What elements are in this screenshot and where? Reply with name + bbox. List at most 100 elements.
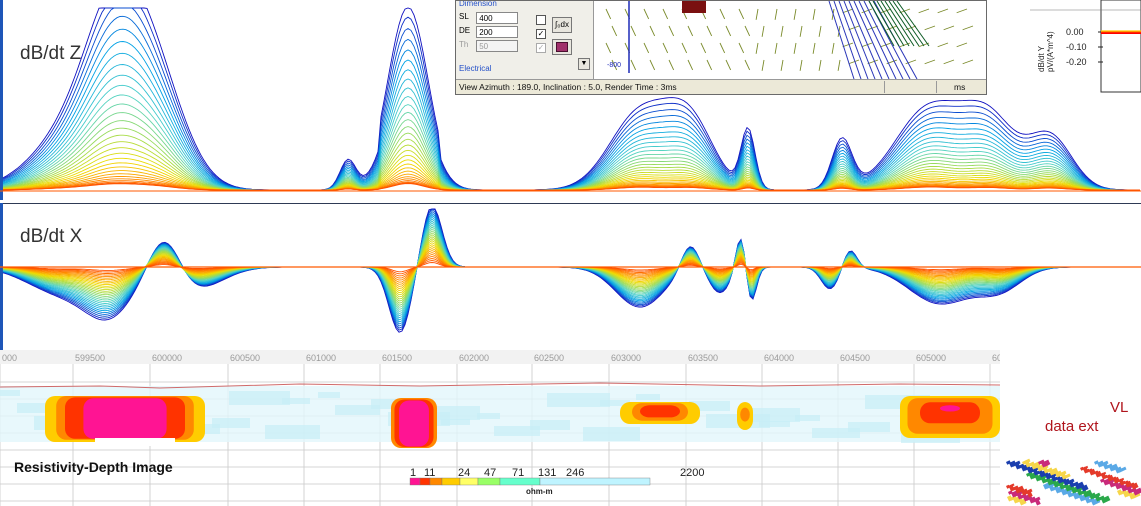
- status-separator: [936, 81, 937, 93]
- thumbnail-pixel: [1133, 487, 1141, 496]
- field-vector: [681, 42, 688, 54]
- field-vector: [630, 25, 637, 37]
- thumbnail-pixel: [1100, 478, 1105, 483]
- dbdt-x-label: dB/dt X: [20, 226, 83, 247]
- thumbnail-pixel: [1068, 486, 1073, 491]
- field-vector: [774, 42, 778, 54]
- thumbnail-pixel: [1086, 467, 1093, 473]
- integrate-button[interactable]: ∫₀dx: [552, 17, 572, 33]
- de-input[interactable]: [476, 26, 519, 38]
- thumbnail-pixel: [1120, 474, 1125, 479]
- thumbnail-pixel: [1020, 493, 1027, 499]
- resistivity-map-thumbnail: [1006, 458, 1141, 506]
- resistivity-depth-label: Resistivity-Depth Image: [14, 459, 173, 475]
- book-button[interactable]: [552, 39, 572, 55]
- source-loop: [682, 1, 706, 13]
- sl-input[interactable]: [476, 12, 519, 24]
- field-line: [876, 1, 905, 47]
- field-vector: [725, 59, 732, 71]
- dbdt-z-curve: [2, 183, 1140, 191]
- field-line: [838, 1, 869, 79]
- mini-plot-tick: 0.00: [1066, 27, 1084, 37]
- easting-tick: 601500: [382, 353, 412, 363]
- easting-tick: 601000: [306, 353, 336, 363]
- field-vector: [943, 25, 955, 31]
- field-vector: [899, 42, 911, 48]
- thumbnail-pixel: [1092, 470, 1097, 475]
- field-line: [848, 1, 883, 79]
- easting-tick: 604500: [840, 353, 870, 363]
- colorbar-tick: 24: [458, 467, 470, 479]
- colorbar-swatch: [477, 477, 501, 486]
- dbdt-z-plot: [0, 7, 1141, 192]
- book-icon: [556, 42, 568, 52]
- thumbnail-pixel: [1042, 472, 1047, 477]
- thumbnail-pixel: [1044, 462, 1049, 467]
- easting-tick: 603500: [688, 353, 718, 363]
- vector-field-view[interactable]: -800: [594, 1, 986, 79]
- thumbnail-pixel: [1075, 499, 1081, 506]
- thumbnail-pixel: [1066, 496, 1071, 501]
- colorbar-swatch: [429, 477, 443, 486]
- thumbnail-pixel: [1016, 498, 1021, 503]
- background-resistivity: [212, 418, 250, 428]
- thumbnail-pixel: [1028, 461, 1035, 467]
- easting-tick: 599500: [75, 353, 105, 363]
- resistivity-anomaly: [640, 405, 680, 418]
- easting-tick: 000: [2, 353, 17, 363]
- field-vector: [943, 59, 955, 65]
- thumbnail-pixel: [1086, 492, 1091, 497]
- colorbar-swatch: [441, 477, 461, 486]
- field-vector: [956, 42, 968, 48]
- field-vector: [848, 59, 860, 65]
- background-resistivity: [547, 393, 610, 407]
- thumbnail-pixel: [1080, 489, 1087, 495]
- panel-divider: [0, 203, 1141, 204]
- easting-tick: 600000: [152, 353, 182, 363]
- field-vector: [774, 8, 778, 20]
- field-vector: [643, 8, 650, 20]
- thumbnail-pixel: [1078, 459, 1085, 465]
- th-checkbox[interactable]: ✓: [536, 43, 546, 53]
- easting-tick: 602500: [534, 353, 564, 363]
- de-checkbox[interactable]: ✓: [536, 29, 546, 39]
- field-vector: [962, 59, 974, 65]
- colorbar-tick: 11: [424, 467, 435, 479]
- thumbnail-pixel: [1012, 485, 1019, 491]
- thumbnail-pixel: [1112, 481, 1119, 487]
- status-separator: [884, 81, 885, 93]
- field-vector: [924, 25, 936, 31]
- colorbar-tick: 1: [410, 467, 416, 479]
- field-vector: [725, 25, 732, 37]
- resistivity-blank: [95, 438, 175, 446]
- colorbar-tick: 47: [484, 467, 496, 479]
- field-vector: [706, 25, 713, 37]
- field-vector: [755, 8, 759, 20]
- thumbnail-pixel: [1098, 495, 1105, 501]
- field-vector: [700, 42, 707, 54]
- thumbnail-pixel: [1132, 477, 1139, 483]
- thumbnail-pixel: [1110, 476, 1115, 481]
- field-line: [858, 1, 897, 79]
- background-resistivity: [477, 413, 500, 419]
- dbdt-z-curve: [2, 7, 1140, 191]
- thumbnail-pixel: [1008, 490, 1013, 495]
- param-key-th: Th: [459, 40, 469, 49]
- field-vector: [837, 59, 841, 71]
- th-input[interactable]: [476, 40, 519, 52]
- background-resistivity: [494, 426, 540, 436]
- thumbnail-pixel: [1126, 474, 1135, 481]
- thumbnail-pixel: [1128, 482, 1133, 487]
- background-resistivity: [441, 419, 470, 425]
- scroll-down-button[interactable]: ▼: [578, 58, 590, 70]
- field-vector: [761, 59, 765, 71]
- field-vector: [719, 42, 726, 54]
- background-resistivity: [689, 401, 730, 411]
- inset-3d-window[interactable]: Dimension SL DE Th ✓ ✓ ∫₀dx Electrical ▼…: [455, 0, 987, 95]
- background-resistivity: [759, 421, 790, 427]
- thumbnail-pixel: [1022, 458, 1031, 465]
- background-resistivity: [600, 400, 630, 406]
- thumbnail-pixel: [1026, 471, 1033, 477]
- sl-checkbox[interactable]: [536, 15, 546, 25]
- easting-axis-bar: [0, 350, 1000, 364]
